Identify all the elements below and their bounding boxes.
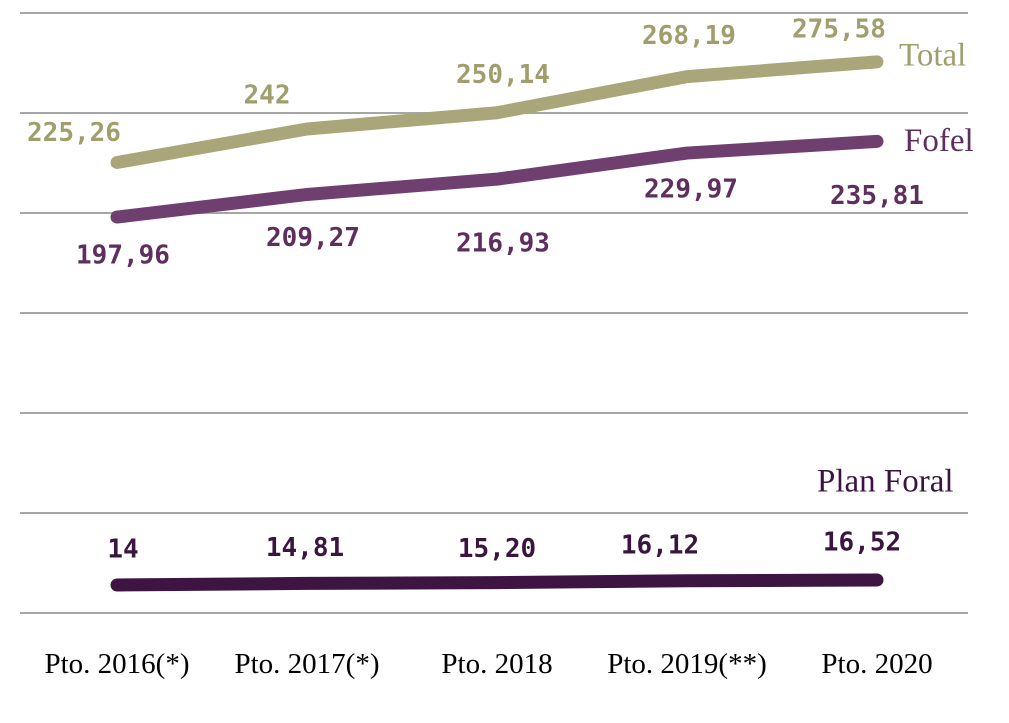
data-label: 229,97 [644,175,738,205]
x-tick-label: Pto. 2019(**) [607,648,767,680]
data-label: 14 [107,535,138,565]
data-label: 14,81 [266,533,344,563]
data-label: 250,14 [456,60,550,90]
line [110,55,884,169]
x-tick-label: Pto. 2016(*) [44,648,190,680]
data-label: 268,19 [642,21,736,51]
legend-label: Total [899,37,966,73]
data-label: 16,12 [621,530,699,560]
data-label: 197,96 [76,241,170,271]
data-label: 209,27 [266,223,360,253]
x-tick-label: Pto. 2017(*) [234,648,380,680]
legend-label: Plan Foral [817,464,954,500]
x-tick-label: Pto. 2020 [821,648,933,680]
data-label: 275,58 [792,14,886,44]
legend-label: Fofel [904,123,974,159]
line [110,573,884,592]
data-label: 15,20 [458,534,536,564]
data-label: 235,81 [830,181,924,211]
data-label: 216,93 [456,229,550,259]
data-label: 242 [244,81,291,111]
x-tick-label: Pto. 2018 [441,648,553,680]
line [110,134,884,224]
data-label: 225,26 [27,118,121,148]
data-label: 16,52 [823,527,901,557]
